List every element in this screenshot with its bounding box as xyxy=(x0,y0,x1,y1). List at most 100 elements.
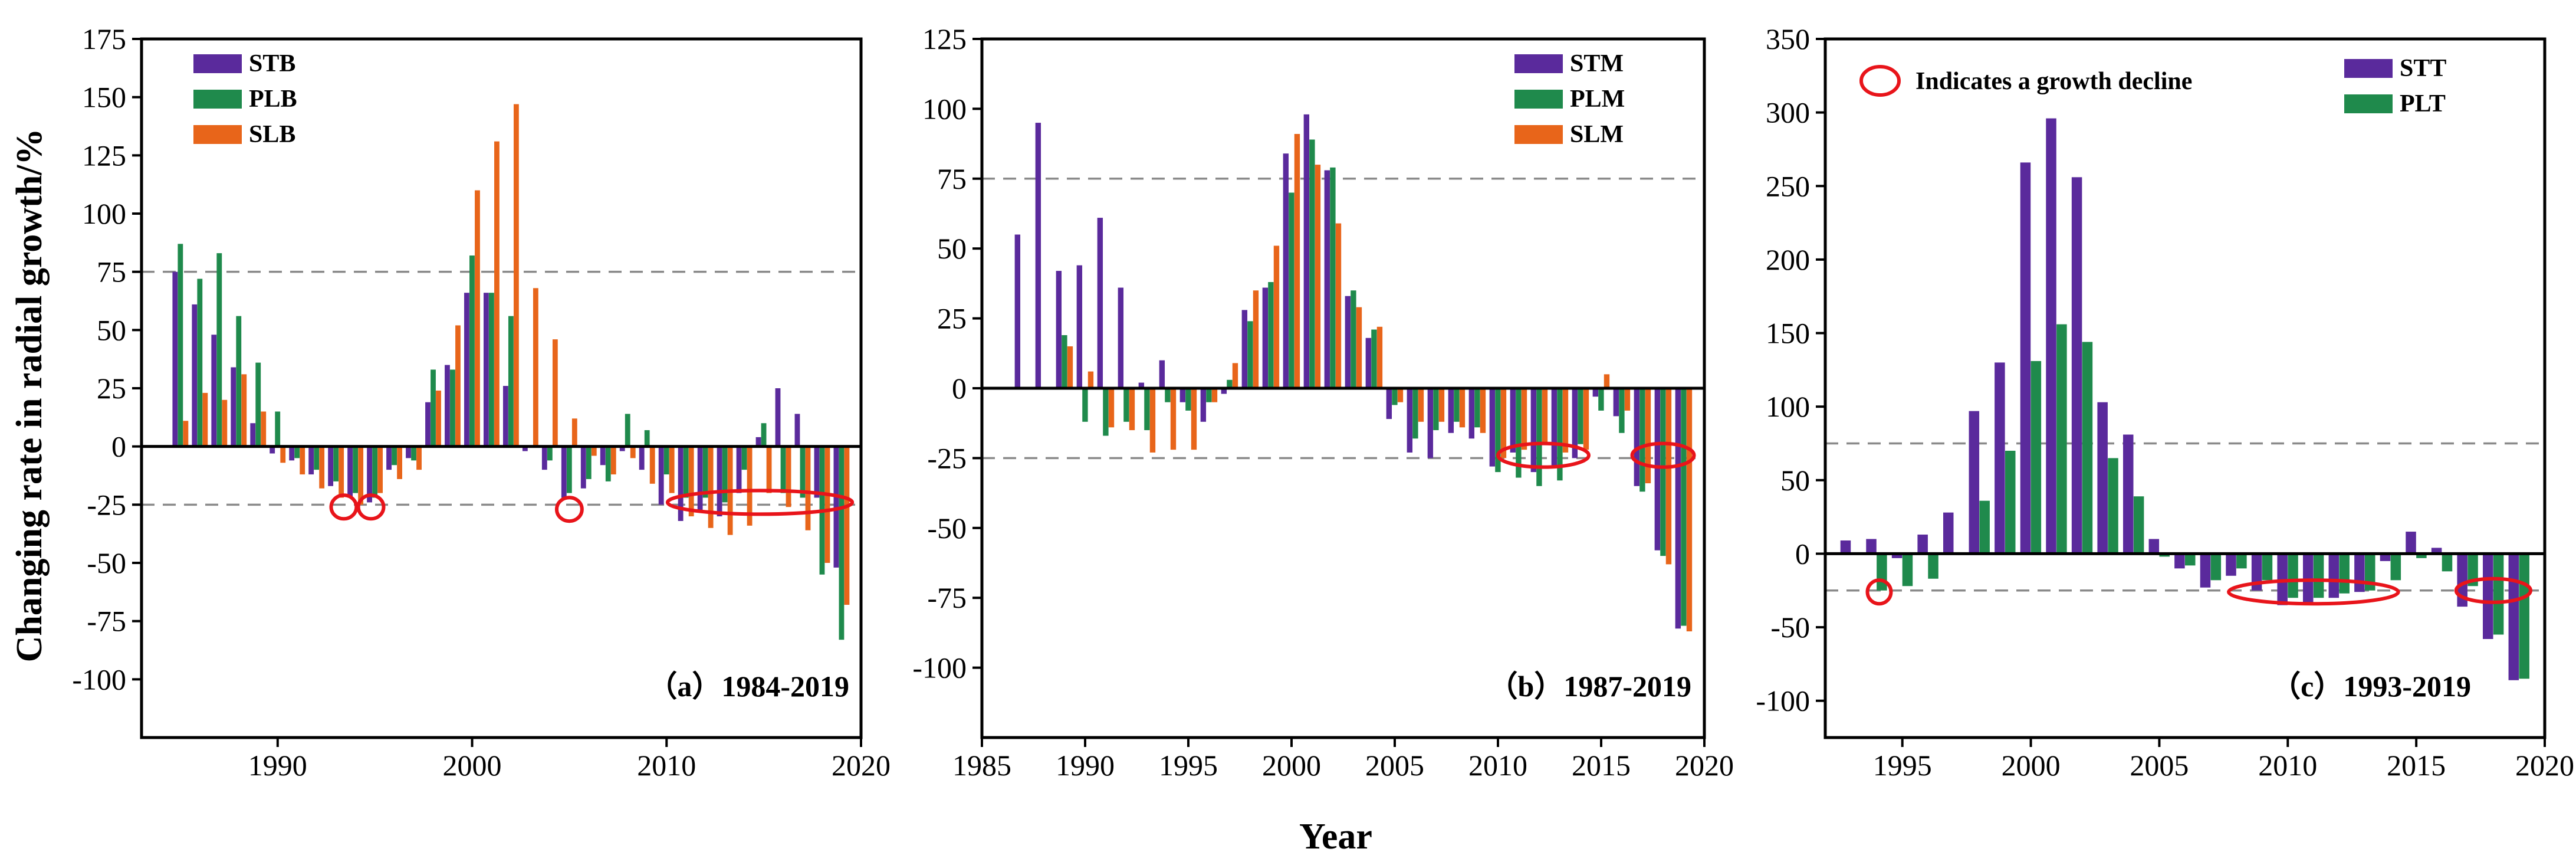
y-tick-label-b: 50 xyxy=(937,232,967,265)
bar-slm-2012 xyxy=(1542,388,1548,444)
legend-label-slm: SLM xyxy=(1570,121,1624,148)
bar-stb-2011 xyxy=(678,446,684,521)
bar-plm-1993 xyxy=(1144,388,1150,431)
bar-slb-2001 xyxy=(494,141,500,447)
bar-stt-2012 xyxy=(2328,553,2340,598)
bar-stm-2005 xyxy=(1386,388,1392,420)
bar-plm-1999 xyxy=(1268,282,1274,388)
bar-stm-2013 xyxy=(1551,388,1558,467)
bar-stm-2004 xyxy=(1365,338,1372,388)
y-tick-label-c: 300 xyxy=(1766,96,1810,129)
panel-c-annotation-key: Indicates a growth decline xyxy=(1859,65,2192,97)
bar-plt-2018 xyxy=(2493,553,2504,635)
bar-plt-2002 xyxy=(2082,342,2093,554)
y-tick-label-a: 175 xyxy=(82,22,126,55)
x-tick-label-c: 2000 xyxy=(2002,749,2061,782)
bar-plm-2002 xyxy=(1330,167,1336,388)
bar-slb-2009 xyxy=(649,446,655,484)
bar-slb-2010 xyxy=(669,446,675,493)
bar-slb-1996 xyxy=(397,446,402,479)
bar-stb-2005 xyxy=(561,446,567,498)
panel-a-legend: STB PLB SLB xyxy=(193,50,297,148)
y-tick-label-a: 50 xyxy=(97,313,126,346)
y-tick-label-c: 250 xyxy=(1766,169,1810,202)
bar-plb-2019 xyxy=(839,446,845,640)
bar-plm-2001 xyxy=(1309,139,1315,388)
bar-plb-2009 xyxy=(644,430,650,447)
bar-plt-2001 xyxy=(2056,324,2067,554)
bar-slb-1994 xyxy=(358,446,364,505)
bar-stt-2019 xyxy=(2508,553,2519,680)
bar-slm-2015 xyxy=(1604,374,1610,388)
bar-plb-1997 xyxy=(411,446,416,461)
decline-circle-a-0 xyxy=(329,493,359,521)
bar-slm-2019 xyxy=(1686,388,1693,632)
bar-plb-1986 xyxy=(197,278,203,447)
bar-plt-2019 xyxy=(2519,553,2529,679)
y-tick-label-b: 25 xyxy=(937,302,967,335)
bar-plm-2006 xyxy=(1412,388,1418,439)
bar-stt-1995 xyxy=(1891,553,1903,558)
bar-plt-2015 xyxy=(2416,553,2427,558)
bar-slb-2004 xyxy=(552,339,558,447)
bar-stm-1991 xyxy=(1097,218,1103,388)
bar-slb-1993 xyxy=(339,446,344,498)
bar-plb-1998 xyxy=(431,369,436,447)
bar-slb-2012 xyxy=(708,446,714,528)
x-tick-label-b: 2015 xyxy=(1572,749,1631,782)
bar-plm-1997 xyxy=(1227,379,1233,388)
decline-circle-a-1 xyxy=(356,493,386,521)
bar-plm-2010 xyxy=(1495,388,1501,473)
bar-plt-1996 xyxy=(1928,553,1938,579)
x-tick-label-c: 2005 xyxy=(2130,749,2189,782)
x-tick-label-a: 2010 xyxy=(637,749,696,782)
bar-stb-1998 xyxy=(425,402,431,447)
bar-stb-1989 xyxy=(250,423,256,447)
bar-plm-1989 xyxy=(1062,335,1067,388)
bar-stm-1994 xyxy=(1159,360,1165,388)
bar-stt-1996 xyxy=(1917,535,1928,554)
bar-slm-2000 xyxy=(1294,134,1300,388)
legend-label-plt: PLT xyxy=(2400,90,2446,117)
decline-circle-c-0 xyxy=(1865,578,1893,606)
bar-plt-2007 xyxy=(2210,553,2222,581)
y-tick-label-c: 0 xyxy=(1795,537,1810,570)
bar-slb-1999 xyxy=(455,325,461,447)
decline-circle-c-1 xyxy=(2227,578,2400,606)
bar-slm-2016 xyxy=(1624,388,1631,411)
x-tick-label-a: 1990 xyxy=(248,749,307,782)
bar-stt-2006 xyxy=(2174,553,2185,569)
bar-plb-2001 xyxy=(489,293,494,447)
bar-plt-2004 xyxy=(2133,496,2144,554)
legend-label-stt: STT xyxy=(2400,55,2446,82)
bar-stb-2010 xyxy=(658,446,664,505)
bar-stb-2016 xyxy=(775,388,781,447)
bar-stb-1992 xyxy=(308,446,314,475)
bar-plt-1999 xyxy=(2005,450,2016,554)
legend-label-slb: SLB xyxy=(249,121,295,148)
y-tick-label-b: 125 xyxy=(922,22,967,55)
x-tick-label-b: 2010 xyxy=(1468,749,1527,782)
bar-stt-2016 xyxy=(2431,548,2442,554)
legend-swatch-stt xyxy=(2344,59,2393,78)
x-tick-label-c: 1995 xyxy=(1873,749,1932,782)
bar-plb-2011 xyxy=(683,446,689,498)
bar-stt-2015 xyxy=(2406,532,2416,554)
y-tick-label-a: 25 xyxy=(97,372,126,405)
panel-b-plot-area: -100 -75 -50 -25 0 25 50 75 100 125 1985 1990 1995 20… xyxy=(912,22,1734,782)
bar-plm-2014 xyxy=(1578,388,1583,444)
bar-stm-2009 xyxy=(1468,388,1475,439)
bar-plm-1992 xyxy=(1123,388,1129,422)
bar-plt-2003 xyxy=(2108,458,2118,554)
x-tick-label-c: 2010 xyxy=(2258,749,2317,782)
bar-stm-2002 xyxy=(1324,170,1330,388)
bar-stb-2007 xyxy=(600,446,606,466)
bar-slb-1986 xyxy=(202,392,208,447)
y-tick-label-a: 75 xyxy=(97,255,126,289)
bar-stt-2008 xyxy=(2226,553,2236,576)
bar-stb-2014 xyxy=(736,446,742,493)
legend-swatch-plm xyxy=(1514,90,1563,109)
bar-stt-1993 xyxy=(1840,540,1851,554)
bar-plt-1995 xyxy=(1902,553,1913,587)
y-tick-label-b: -50 xyxy=(927,512,967,545)
